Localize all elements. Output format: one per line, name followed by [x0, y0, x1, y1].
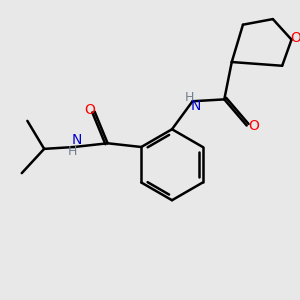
- Text: O: O: [84, 103, 95, 117]
- Text: O: O: [290, 31, 300, 45]
- Text: O: O: [248, 118, 259, 133]
- Text: H: H: [185, 91, 194, 104]
- Text: H: H: [68, 146, 77, 158]
- Text: N: N: [190, 99, 201, 113]
- Text: N: N: [72, 133, 82, 147]
